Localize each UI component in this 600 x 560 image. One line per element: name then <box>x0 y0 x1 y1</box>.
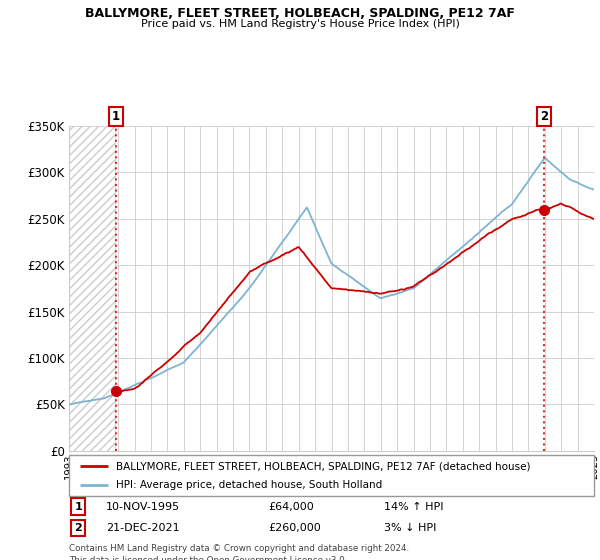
Text: HPI: Average price, detached house, South Holland: HPI: Average price, detached house, Sout… <box>116 480 383 489</box>
Text: 3% ↓ HPI: 3% ↓ HPI <box>384 524 436 533</box>
Text: 2: 2 <box>540 110 548 123</box>
Text: 21-DEC-2021: 21-DEC-2021 <box>106 524 179 533</box>
Text: 1: 1 <box>112 110 120 123</box>
Bar <box>69 126 115 451</box>
Text: £260,000: £260,000 <box>269 524 321 533</box>
Text: 10-NOV-1995: 10-NOV-1995 <box>106 502 180 511</box>
Text: BALLYMORE, FLEET STREET, HOLBEACH, SPALDING, PE12 7AF: BALLYMORE, FLEET STREET, HOLBEACH, SPALD… <box>85 7 515 20</box>
Text: BALLYMORE, FLEET STREET, HOLBEACH, SPALDING, PE12 7AF (detached house): BALLYMORE, FLEET STREET, HOLBEACH, SPALD… <box>116 461 531 471</box>
Text: £64,000: £64,000 <box>269 502 314 511</box>
Text: 1: 1 <box>74 502 82 511</box>
Text: Contains HM Land Registry data © Crown copyright and database right 2024.
This d: Contains HM Land Registry data © Crown c… <box>69 544 409 560</box>
Bar <box>69 126 115 451</box>
Text: 14% ↑ HPI: 14% ↑ HPI <box>384 502 443 511</box>
Text: 2: 2 <box>74 524 82 533</box>
Text: Price paid vs. HM Land Registry's House Price Index (HPI): Price paid vs. HM Land Registry's House … <box>140 19 460 29</box>
